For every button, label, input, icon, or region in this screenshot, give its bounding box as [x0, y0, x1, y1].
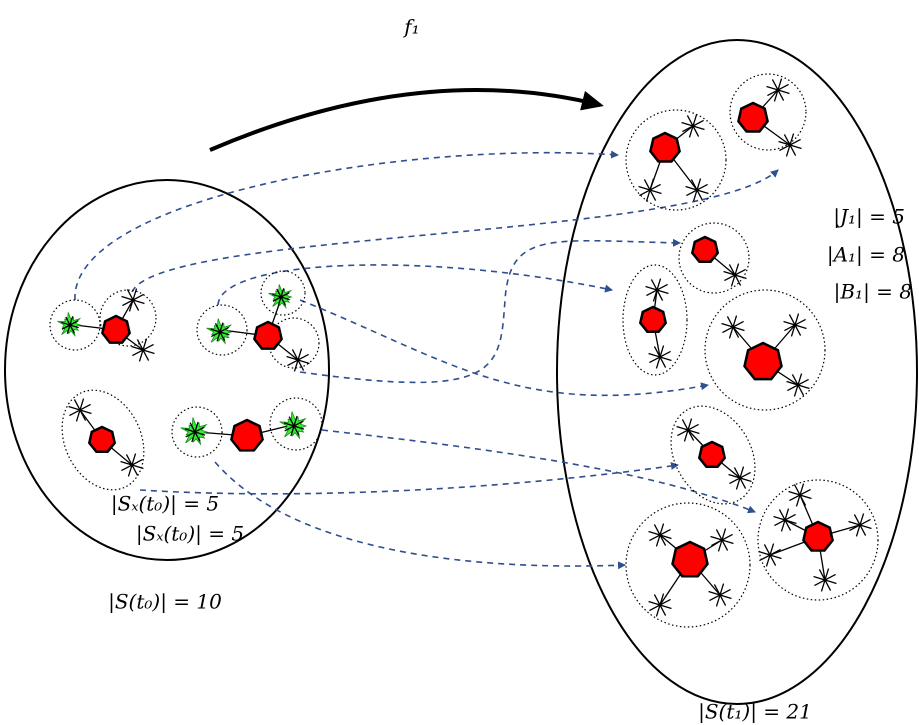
j1-label: |J₁| = 5	[833, 205, 905, 230]
asterisk-vertex	[724, 264, 747, 287]
red-vertex	[692, 237, 717, 262]
red-vertex	[738, 103, 767, 132]
red-vertex	[699, 442, 724, 467]
red-vertex	[640, 307, 665, 332]
s-t1-label: |S(t₁)| = 21	[698, 700, 812, 725]
asterisk-vertex	[779, 134, 802, 157]
sx-label: |Sₓ(t₀)| = 5	[136, 522, 244, 547]
asterisk-vertex	[814, 569, 837, 592]
red-vertex	[254, 322, 281, 349]
asterisk-vertex	[649, 594, 672, 617]
asterisk-vertex	[711, 529, 734, 552]
diagram: f₁ |J₁| = 5 |A₁| = 8 |B₁| = 8 |Sₓ(t₀)| =…	[0, 0, 919, 725]
red-vertex	[231, 420, 262, 450]
b1-label: |B₁| = 8	[834, 280, 912, 305]
a1-label: |A₁| = 8	[827, 243, 905, 268]
asterisk-vertex	[722, 316, 745, 339]
asterisk-vertex	[709, 584, 732, 607]
map-arrow	[210, 90, 600, 150]
red-vertex	[745, 343, 782, 379]
red-vertex	[102, 316, 129, 343]
asterisk-vertex	[287, 349, 310, 372]
red-vertex	[673, 542, 708, 576]
asterisk-vertex	[774, 509, 797, 532]
asterisk-vertex	[849, 514, 872, 537]
red-vertex	[89, 427, 114, 452]
red-vertex	[650, 133, 679, 162]
asterisk-vertex	[729, 467, 752, 490]
map-label: f₁	[402, 15, 419, 39]
red-vertex	[803, 522, 832, 551]
asterisk-vertex	[649, 346, 672, 369]
asterisk-vertex	[646, 279, 669, 302]
set-t1	[557, 40, 917, 704]
asterisk-vertex	[649, 524, 672, 547]
s-t0-label: |S(t₀)| = 10	[108, 590, 222, 615]
asterisk-vertex	[122, 289, 145, 312]
asterisk-vertex	[682, 115, 705, 138]
asterisk-vertex	[69, 399, 92, 422]
asterisk-vertex	[121, 454, 144, 477]
asterisk-vertex	[639, 179, 662, 202]
asterisk-vertex	[789, 484, 812, 507]
sx-label: |Sₓ(t₀)| = 5	[111, 492, 219, 517]
asterisk-vertex	[784, 314, 807, 337]
asterisk-vertex	[686, 179, 709, 202]
